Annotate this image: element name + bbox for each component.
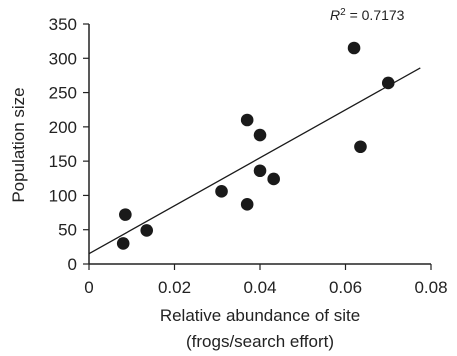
scatter-point — [347, 41, 361, 55]
r2-annotation: R2 = 0.7173 — [330, 7, 405, 23]
x-tick-label: 0.02 — [158, 278, 191, 297]
scatter-point — [354, 140, 367, 154]
scatter-point — [267, 172, 280, 186]
x-tick-label: 0.04 — [243, 278, 276, 297]
y-tick-label: 150 — [49, 152, 77, 171]
scatter-points — [116, 41, 395, 250]
y-ticks: 0 50 100 150 200 250 300 350 — [49, 15, 89, 274]
r2-superscript: 2 — [340, 7, 346, 18]
trend-line — [88, 67, 421, 255]
scatter-point — [119, 208, 132, 221]
y-tick-label: 350 — [49, 15, 77, 34]
x-axis-label-line-2: (frogs/search effort) — [186, 332, 334, 351]
scatter-point — [253, 128, 267, 142]
scatter-point — [240, 113, 254, 127]
y-axis-label: Population size — [9, 87, 28, 202]
plot-area: 0 50 100 150 200 250 300 350 0 0.02 0.04 0.06 0.08 — [49, 15, 448, 297]
x-axis-label-line-1: Relative abundance of site — [160, 306, 360, 325]
x-tick-label: 0 — [84, 278, 93, 297]
x-ticks: 0 0.02 0.04 0.06 0.08 — [84, 264, 448, 297]
x-tick-label: 0.06 — [329, 278, 362, 297]
scatter-point — [116, 237, 130, 250]
y-tick-label: 100 — [49, 186, 77, 205]
scatter-point — [215, 185, 228, 198]
r2-symbol: R — [330, 7, 340, 23]
y-tick-label: 300 — [49, 49, 77, 68]
y-tick-label: 200 — [49, 118, 77, 137]
scatter-point — [240, 198, 254, 211]
y-tick-label: 0 — [68, 255, 77, 274]
y-tick-label: 50 — [58, 221, 77, 240]
r2-value: = 0.7173 — [346, 7, 405, 23]
scatter-point — [140, 224, 154, 237]
y-tick-label: 250 — [49, 84, 77, 103]
x-tick-label: 0.08 — [414, 278, 447, 297]
scatter-point — [381, 76, 395, 90]
scatter-point — [253, 164, 267, 178]
